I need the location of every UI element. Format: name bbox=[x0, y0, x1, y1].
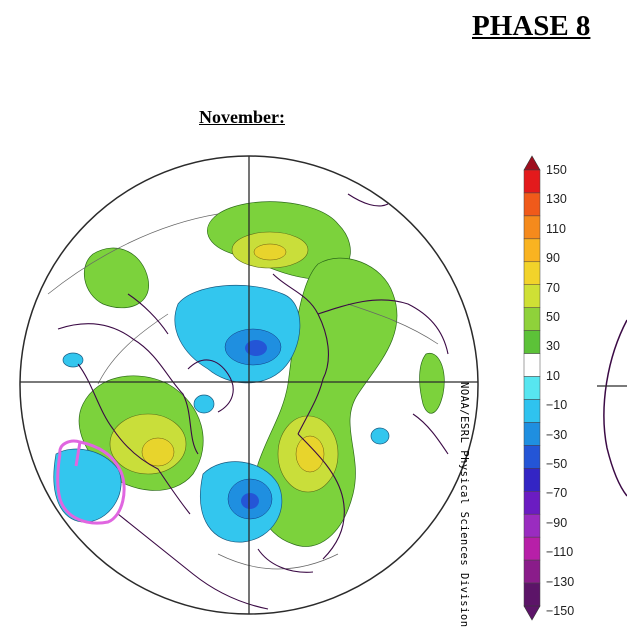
colorbar-cell bbox=[523, 169, 541, 194]
colorbar-tick-label: −30 bbox=[546, 427, 568, 442]
coastlines bbox=[57, 193, 449, 610]
anomaly-pacific-east bbox=[53, 448, 122, 523]
colorbar-cell bbox=[523, 307, 541, 331]
colorbar-cell bbox=[523, 353, 541, 377]
phase-title: PHASE 8 bbox=[472, 10, 591, 42]
colorbar-tick-label: −50 bbox=[546, 457, 568, 471]
colorbar-tick-label: 90 bbox=[546, 251, 560, 266]
colorbar-cell bbox=[523, 582, 541, 607]
colorbar-tick-label: 110 bbox=[546, 221, 566, 236]
peak-pacific bbox=[253, 243, 287, 261]
colorbar-cell bbox=[523, 491, 541, 515]
colorbar-tick-label: −110 bbox=[546, 545, 574, 560]
credit-text: NOAA/ESRL Physical Sciences Division bbox=[458, 382, 470, 628]
colorbar-tick-label: −10 bbox=[546, 398, 568, 413]
pink-annotation-circle bbox=[56, 439, 126, 525]
colorbar-cell bbox=[523, 238, 541, 263]
colorbar-cell bbox=[523, 559, 541, 584]
colorbar-cell bbox=[523, 192, 541, 217]
colorbar-tick-label: −70 bbox=[546, 486, 568, 501]
anomaly-small-1 bbox=[62, 352, 84, 368]
peak-north-america bbox=[141, 437, 175, 467]
colorbar-cell bbox=[523, 445, 541, 469]
colorbar-tick-label: −130 bbox=[546, 574, 575, 589]
colorbar-cell bbox=[523, 376, 541, 400]
partial-adjacent-map bbox=[597, 318, 627, 498]
colorbar-tick-label: 70 bbox=[546, 280, 560, 295]
colorbar-tick-label: 30 bbox=[546, 339, 560, 354]
colorbar-cell bbox=[523, 284, 541, 308]
colorbar-cell bbox=[523, 399, 541, 423]
colorbar-top-arrow bbox=[523, 155, 541, 171]
colorbar-cell bbox=[523, 330, 541, 354]
anomaly-east-small bbox=[419, 352, 445, 414]
colorbar-cell bbox=[523, 215, 541, 240]
colorbar-cell bbox=[523, 422, 541, 446]
colorbar-tick-label: 130 bbox=[546, 192, 567, 207]
peak-eurasia bbox=[295, 435, 325, 473]
graticule bbox=[20, 156, 478, 614]
credit-vertical-text: NOAA/ESRL Physical Sciences Division bbox=[454, 382, 476, 628]
colorbar-tick-label: 150 bbox=[546, 163, 567, 177]
colorbar-strip bbox=[523, 155, 541, 621]
colorbar-cell bbox=[523, 513, 541, 538]
colorbar-cell bbox=[523, 468, 541, 492]
colorbar-cell bbox=[523, 536, 541, 561]
colorbar: 150 130 110 90 70 50 30 10 −10 −30 −50 −70 −90 −110 −1… bbox=[520, 154, 627, 624]
colorbar-bottom-arrow bbox=[523, 605, 541, 621]
colorbar-tick-label: 10 bbox=[546, 368, 560, 383]
anomaly-small-2 bbox=[193, 394, 215, 414]
anomaly-small-3 bbox=[370, 427, 390, 445]
colorbar-tick-label: 50 bbox=[546, 310, 560, 324]
colorbar-tick-label: −150 bbox=[546, 604, 575, 618]
colorbar-cell bbox=[523, 261, 541, 285]
colorbar-tick-label: −90 bbox=[546, 515, 568, 530]
month-title: November: bbox=[199, 107, 285, 127]
polar-anomaly-map bbox=[18, 154, 480, 616]
